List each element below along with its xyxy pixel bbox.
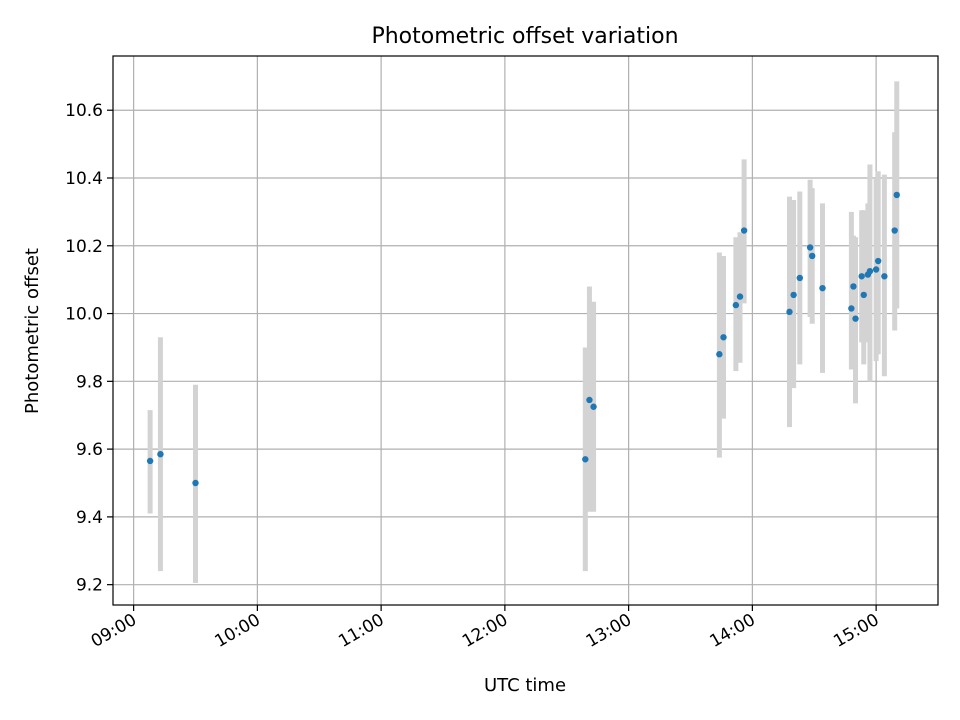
data-point xyxy=(872,266,880,273)
y-tick-label: 9.8 xyxy=(76,372,103,392)
data-point xyxy=(590,403,597,410)
data-point xyxy=(891,227,898,234)
y-tick-label: 10.4 xyxy=(65,169,103,189)
data-point xyxy=(819,284,826,292)
data-point xyxy=(806,244,814,251)
data-point xyxy=(881,273,888,280)
data-point xyxy=(786,308,793,316)
x-axis-title: UTC time xyxy=(484,675,566,696)
data-point xyxy=(874,257,882,265)
y-tick-label: 10.6 xyxy=(65,101,103,121)
y-tick-label: 9.2 xyxy=(76,576,103,596)
data-point xyxy=(586,396,593,404)
data-point xyxy=(866,267,874,275)
chart-title: Photometric offset variation xyxy=(371,24,678,49)
y-tick-label: 10.0 xyxy=(65,305,103,325)
plot-area-frame xyxy=(112,55,939,606)
data-point xyxy=(893,191,900,199)
data-point xyxy=(790,291,797,299)
data-point xyxy=(736,293,744,300)
data-point xyxy=(582,456,589,463)
y-tick-label: 10.2 xyxy=(65,237,103,257)
data-point xyxy=(720,334,727,341)
y-tick-label: 9.6 xyxy=(76,440,103,460)
data-point xyxy=(796,274,804,282)
data-point xyxy=(732,301,740,309)
data-point xyxy=(858,273,865,280)
data-point xyxy=(146,457,154,465)
data-point xyxy=(716,351,723,358)
y-tick-label: 9.4 xyxy=(76,508,103,528)
y-axis-ticks: 9.2 9.4 9.6 9.8 10.0 10.2 10.4 10.6 xyxy=(65,101,113,596)
data-point xyxy=(808,252,816,260)
y-axis-title: Photometric offset xyxy=(22,248,43,414)
data-points xyxy=(146,191,900,487)
data-point xyxy=(852,315,859,322)
data-point xyxy=(850,283,857,290)
data-point xyxy=(192,479,199,487)
data-point xyxy=(157,450,164,458)
data-point xyxy=(860,291,867,299)
data-point xyxy=(848,305,855,312)
data-point xyxy=(740,227,748,234)
